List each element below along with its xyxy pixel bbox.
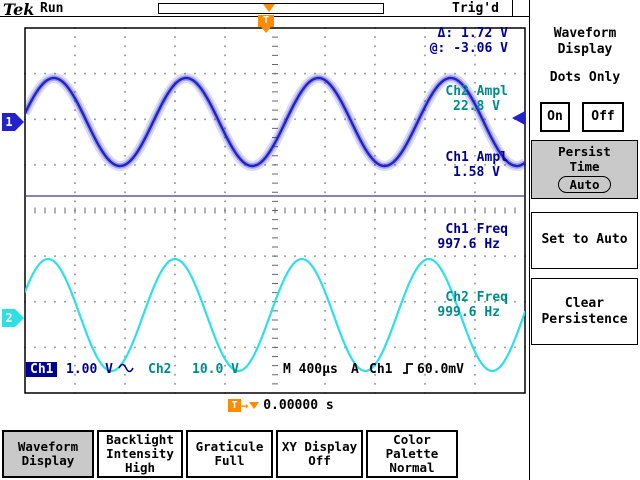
bottom-menu-button-graticule-full[interactable]: Graticule Full bbox=[186, 430, 273, 478]
top-bar-end-divider bbox=[512, 0, 513, 16]
bottom-menu-button-label: Normal bbox=[389, 460, 435, 475]
dots-only-label: Dots Only bbox=[549, 70, 621, 85]
measurement-readout: Ch2 Ampl 22.8 V bbox=[382, 84, 508, 114]
bottom-menu-button-color-palette-normal[interactable]: Color Palette Normal bbox=[366, 430, 458, 478]
bottom-menu-button-label: Full bbox=[214, 453, 245, 468]
trigger-arrow-icon: → bbox=[241, 398, 249, 413]
bottom-menu-button-label: Display bbox=[21, 453, 75, 468]
trigger-point-flag: T bbox=[258, 15, 274, 33]
measurement-readout: Ch2 Freq 999.6 Hz bbox=[382, 290, 508, 320]
bottom-menu-button-label: Color bbox=[393, 432, 431, 447]
measurement-readout: Ch1 Ampl 1.58 V bbox=[382, 150, 508, 180]
acquisition-status: Run bbox=[40, 1, 64, 16]
ch2-scale-readout: 10.0 V bbox=[192, 362, 239, 377]
bottom-menu-button-label: Intensity bbox=[106, 446, 174, 461]
trigger-status: Trig'd bbox=[452, 1, 499, 16]
measurement-value: 999.6 Hz bbox=[437, 305, 500, 320]
measurement-label: Ch2 Ampl bbox=[445, 84, 508, 99]
trigger-flag-label: T bbox=[262, 15, 270, 26]
svg-text:2: 2 bbox=[5, 311, 12, 325]
timebase-readout: M 400μs bbox=[283, 362, 338, 377]
measurement-label: Ch1 Ampl bbox=[445, 150, 508, 165]
cursor-at-readout: @: -3.06 V bbox=[429, 41, 508, 56]
bottom-menu-button-label: XY Display bbox=[281, 439, 358, 454]
trigger-level-readout: 60.0mV bbox=[417, 362, 464, 377]
set-to-auto-button[interactable]: Set to Auto bbox=[531, 212, 638, 269]
cursor-delta-readout: Δ: 1.72 V bbox=[437, 26, 508, 41]
bottom-menu-button-label: High bbox=[124, 460, 156, 475]
trigger-position-marker bbox=[263, 4, 275, 12]
measurement-readouts: Ch2 Ampl 22.8 V Ch1 Ampl 1.58 V Ch1 Freq 997.… bbox=[382, 0, 508, 360]
measurement-label: Ch2 Freq bbox=[445, 290, 508, 305]
clear-persistence-button[interactable]: Clear Persistence bbox=[531, 278, 638, 345]
clear-label-line1: Clear bbox=[564, 296, 605, 311]
bottom-menu-button-label: Graticule bbox=[195, 439, 264, 454]
trigger-time-readout: 0.00000 s bbox=[263, 398, 334, 413]
clear-label-line2: Persistence bbox=[541, 312, 628, 327]
side-menu-title-line2: Display bbox=[557, 42, 613, 57]
menu-divider bbox=[529, 0, 530, 480]
dots-off-button[interactable]: Off bbox=[582, 102, 624, 132]
trigger-down-arrow-icon bbox=[249, 402, 260, 409]
ch1-badge: Ch1 bbox=[26, 362, 58, 377]
side-menu-title: Waveform Display bbox=[532, 26, 638, 58]
persist-label-line2: Time bbox=[569, 159, 600, 174]
channel-readout-row: Ch1 1.00 V Ch2 10.0 V M 400μs A Ch1 60.0… bbox=[0, 362, 530, 380]
trigger-flag-arrow-icon bbox=[261, 27, 271, 33]
measurement-value: 22.8 V bbox=[453, 99, 500, 114]
measurement-value: 997.6 Hz bbox=[437, 237, 500, 252]
bottom-menu-button-label: Backlight bbox=[106, 432, 174, 447]
bottom-menu-button-label: Palette bbox=[385, 446, 439, 461]
trigger-time-row: T → 0.00000 s bbox=[228, 398, 334, 416]
bottom-menu-button-label: Off bbox=[308, 453, 331, 468]
bottom-menu-button-label: Waveform bbox=[17, 439, 79, 454]
svg-text:1: 1 bbox=[5, 115, 12, 129]
ch1-scale-readout: 1.00 V bbox=[66, 362, 113, 377]
measurement-readout: Ch1 Freq 997.6 Hz bbox=[382, 222, 508, 252]
persist-label-line1: Persist bbox=[558, 144, 611, 159]
bottom-menu-button-waveform-display[interactable]: Waveform Display bbox=[2, 430, 94, 478]
persist-time-button[interactable]: Persist Time Auto bbox=[531, 140, 638, 199]
ac-coupling-icon bbox=[118, 362, 134, 378]
bottom-menu-button-xy-display-off[interactable]: XY Display Off bbox=[276, 430, 363, 478]
rising-edge-icon bbox=[402, 362, 414, 379]
measurement-label: Ch1 Freq bbox=[445, 222, 508, 237]
measurement-value: 1.58 V bbox=[453, 165, 500, 180]
trigger-time-icon: T bbox=[228, 399, 241, 412]
bottom-menu-button-backlight-intensity-high[interactable]: Backlight Intensity High bbox=[97, 430, 183, 478]
ch2-label: Ch2 bbox=[148, 362, 172, 377]
trigger-source-readout: Ch1 bbox=[369, 362, 393, 377]
side-menu-title-line1: Waveform bbox=[553, 26, 617, 41]
record-view-bar bbox=[158, 3, 384, 14]
bottom-menu: Waveform Display Backlight Intensity High Gra… bbox=[0, 430, 529, 478]
persist-value-badge: Auto bbox=[558, 176, 611, 193]
waveform-display-area: 12 bbox=[2, 27, 526, 394]
tek-logo: Tek bbox=[3, 0, 35, 19]
acquisition-mode-readout: A bbox=[351, 362, 359, 377]
dots-on-button[interactable]: On bbox=[540, 102, 570, 132]
